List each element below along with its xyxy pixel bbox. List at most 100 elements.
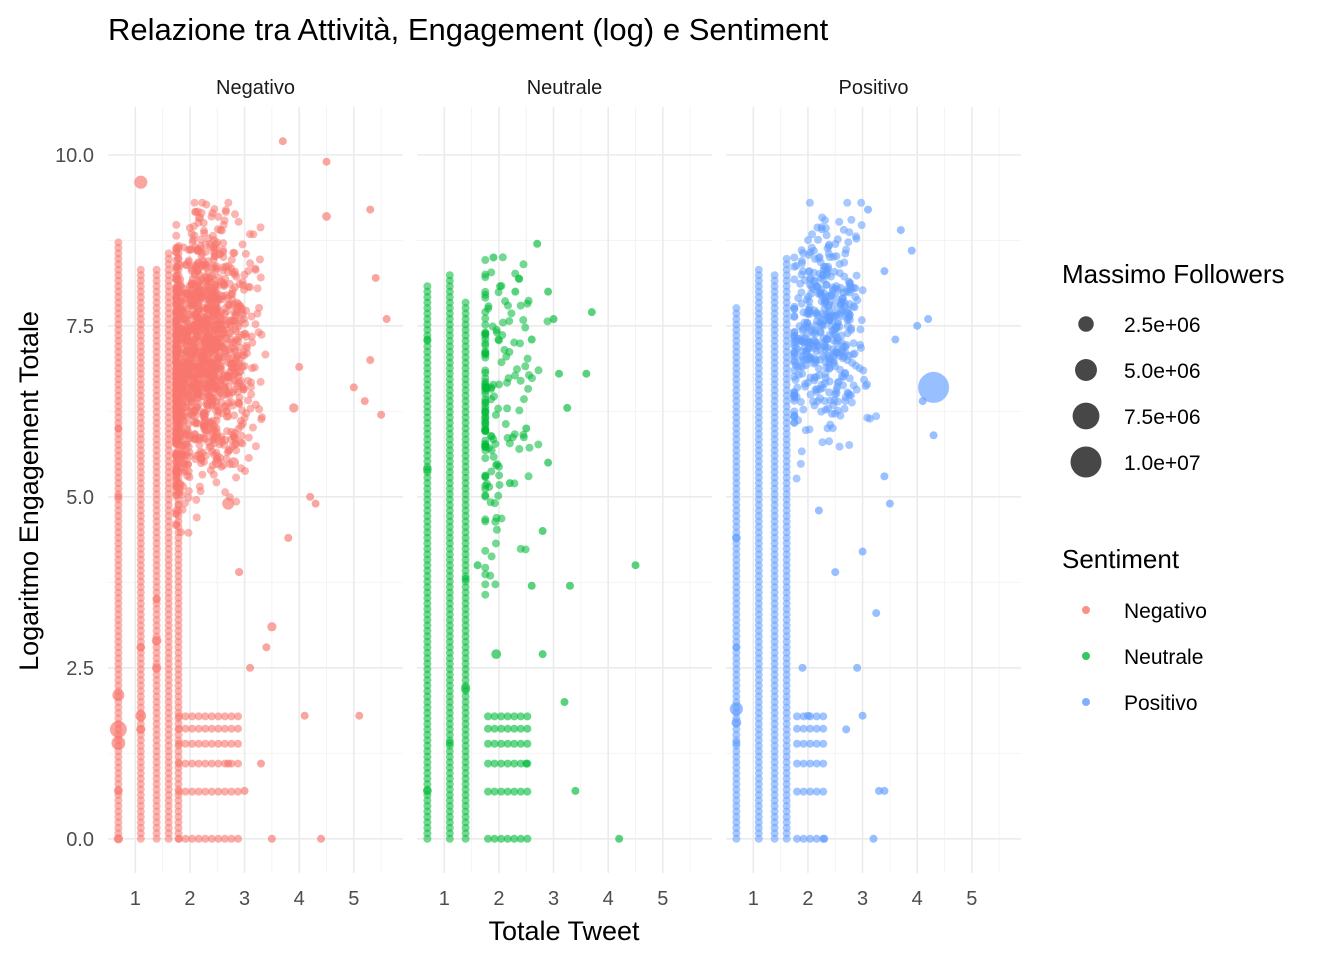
data-point [164,610,173,619]
data-point [184,467,193,476]
data-point [770,763,779,772]
data-point [203,304,212,313]
data-point [770,386,779,395]
data-point [199,226,208,235]
data-point [811,337,820,346]
data-point [223,406,232,415]
data-point [136,468,145,477]
data-point [555,369,564,378]
data-point [770,397,779,406]
data-point [461,490,470,499]
data-point [510,338,519,347]
data-point [164,364,173,373]
data-point [732,364,741,373]
data-point [501,297,510,306]
data-point [844,238,853,247]
data-point [164,774,173,783]
data-point [770,462,779,471]
data-point [174,583,183,592]
data-point [770,747,779,756]
data-point [503,739,512,748]
data-point [136,774,145,783]
data-point [770,758,779,767]
data-point [754,834,763,843]
data-point [234,217,243,226]
data-point [823,335,832,344]
data-point [164,676,173,685]
data-point [445,386,454,395]
x-tick-label: 3 [239,888,250,910]
data-point [481,436,490,445]
data-point [770,358,779,367]
data-point [782,424,791,433]
data-point [172,318,181,327]
data-point [519,260,528,269]
data-point [114,577,123,586]
data-point [782,468,791,477]
data-point [114,654,123,663]
data-point [445,353,454,362]
data-point [172,231,181,240]
data-point [136,435,145,444]
data-point [423,386,432,395]
data-point [164,276,173,285]
data-point [445,528,454,537]
data-point [175,409,184,418]
data-point [174,676,183,685]
data-point [806,353,815,362]
data-point [770,785,779,794]
data-point [152,457,161,466]
data-point [490,712,499,721]
data-point [152,506,161,515]
data-point [770,446,779,455]
data-point [136,413,145,422]
data-point [481,270,490,279]
data-point [423,293,432,302]
data-point [798,663,807,672]
data-point [481,418,490,427]
data-point [135,710,147,722]
data-point [793,362,802,371]
data-point [804,267,813,276]
data-point [782,336,791,345]
data-point [164,670,173,679]
data-point [114,714,123,723]
data-point [503,759,512,768]
data-point [174,703,183,712]
data-point [797,259,806,268]
data-point [754,654,763,663]
data-point [114,249,123,258]
data-point [732,561,741,570]
data-point [770,271,779,280]
data-point [754,780,763,789]
data-point [164,752,173,761]
data-point [172,329,181,338]
data-point [236,376,245,385]
data-point [228,457,240,469]
data-point [782,506,791,515]
data-point [179,482,188,491]
data-point [819,724,828,733]
data-point [136,588,145,597]
data-point [461,517,470,526]
data-point [461,380,470,389]
data-point [770,654,779,663]
data-point [461,574,470,583]
data-point [174,687,183,696]
data-point [200,422,213,435]
data-point [209,338,218,347]
data-point [782,473,791,482]
data-point [732,517,741,526]
data-point [174,796,183,805]
data-point [522,759,531,768]
data-point [172,284,181,293]
data-point [174,681,183,690]
data-point [815,371,824,380]
data-point [152,331,161,340]
data-point [423,796,432,805]
data-point [198,198,207,207]
data-point [164,741,173,750]
data-point [152,380,161,389]
data-point [212,423,221,432]
data-point [782,632,791,641]
